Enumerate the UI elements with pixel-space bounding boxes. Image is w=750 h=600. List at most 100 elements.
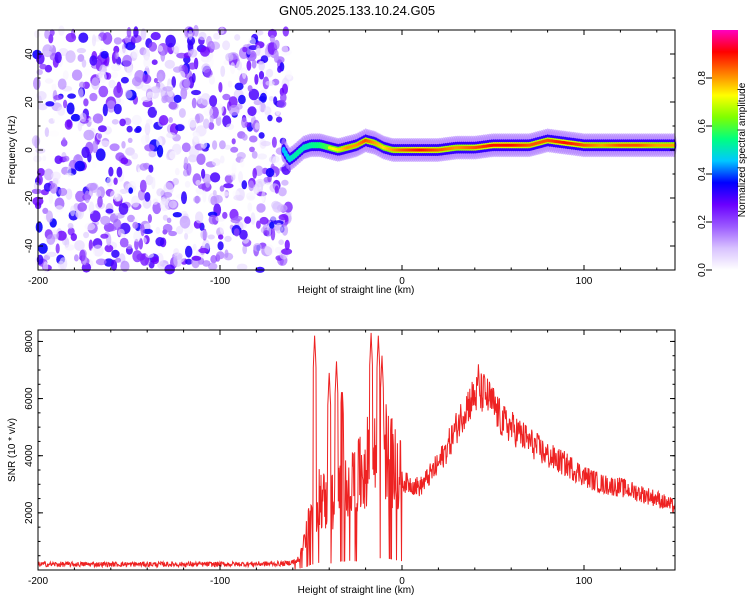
noise-blob	[37, 103, 48, 111]
noise-blob	[119, 237, 129, 248]
noise-blob	[231, 261, 238, 269]
noise-blob	[234, 34, 241, 41]
noise-blob	[95, 189, 102, 197]
noise-blob	[58, 25, 65, 36]
noise-blob	[120, 260, 130, 272]
noise-blob	[35, 148, 46, 154]
noise-blob	[166, 132, 177, 139]
noise-blob	[62, 155, 70, 162]
noise-blob	[282, 26, 289, 37]
y-tick-label: 40	[24, 48, 35, 60]
noise-blob	[193, 24, 199, 37]
noise-blob	[133, 230, 142, 242]
noise-blob	[210, 41, 221, 50]
noise-blob	[139, 163, 148, 171]
noise-blob	[33, 77, 41, 90]
noise-blob	[54, 205, 64, 213]
noise-blob	[119, 118, 126, 127]
noise-blob	[175, 124, 185, 132]
y-tick-label: 4000	[24, 444, 35, 467]
noise-blob	[260, 55, 269, 63]
noise-blob	[44, 29, 50, 39]
noise-blob	[148, 164, 154, 173]
noise-blob	[46, 234, 56, 245]
x-tick-label: 100	[576, 276, 593, 287]
noise-blob	[131, 114, 142, 126]
noise-blob	[203, 118, 210, 129]
noise-blob	[74, 240, 85, 251]
noise-blob	[270, 227, 276, 241]
spectrogram-y-ticks: -40 -20 0 20 40	[24, 29, 675, 271]
noise-blob	[38, 243, 48, 254]
noise-blob	[64, 244, 75, 251]
noise-blob	[215, 115, 222, 127]
noise-blob	[242, 46, 248, 53]
noise-blob	[97, 133, 103, 139]
noise-blob	[48, 130, 60, 137]
noise-blob	[202, 190, 207, 203]
noise-blob	[258, 132, 265, 139]
noise-blob	[178, 108, 186, 118]
y-tick-label: 20	[24, 96, 35, 108]
noise-blob	[230, 146, 239, 153]
noise-blob	[65, 32, 77, 43]
noise-blob	[127, 214, 135, 223]
noise-blob	[99, 140, 110, 147]
noise-blob	[254, 122, 260, 130]
noise-blob	[254, 74, 259, 85]
noise-blob	[77, 202, 87, 212]
noise-blob	[113, 218, 122, 231]
noise-blob	[225, 52, 234, 62]
noise-blob	[89, 55, 98, 66]
noise-blob	[104, 244, 114, 253]
noise-blob	[70, 233, 78, 242]
noise-blob	[253, 243, 262, 252]
noise-blob	[117, 228, 125, 237]
noise-blob	[201, 93, 208, 100]
noise-blob	[256, 203, 266, 213]
noise-blob	[89, 92, 98, 102]
noise-blob	[140, 134, 151, 146]
noise-blob	[119, 188, 128, 194]
noise-blob	[268, 96, 274, 102]
noise-blob	[186, 163, 192, 176]
noise-blob	[258, 195, 265, 203]
noise-blob	[108, 166, 114, 177]
noise-blob	[259, 92, 267, 103]
noise-blob	[219, 185, 225, 192]
snr-panel: -200 -100 0 100 2000 4000 6000 8000 Height of …	[7, 329, 676, 596]
noise-blob	[232, 161, 238, 169]
noise-blob	[74, 254, 79, 262]
noise-blob	[234, 82, 244, 91]
noise-blob	[140, 224, 145, 237]
noise-blob	[81, 59, 87, 68]
noise-blob	[86, 182, 98, 191]
noise-blob	[278, 239, 285, 245]
noise-blob	[173, 248, 180, 256]
noise-blob	[183, 78, 191, 88]
noise-blob	[222, 211, 228, 219]
noise-blob	[277, 65, 282, 73]
noise-blob	[100, 50, 109, 59]
noise-blob	[70, 205, 76, 217]
colorbar: 0.0 0.2 0.4 0.6 0.8 Normalized spectral ampl…	[697, 30, 748, 277]
noise-blob	[222, 93, 231, 101]
noise-blob	[201, 168, 206, 179]
noise-blob	[257, 153, 267, 160]
noise-blob	[230, 62, 236, 75]
noise-blob	[58, 187, 68, 197]
spectrogram-x-label: Height of straight line (km)	[298, 285, 415, 296]
noise-blob	[162, 86, 174, 92]
noise-blob	[103, 42, 111, 50]
noise-blob	[172, 212, 182, 218]
noise-blob	[274, 185, 279, 194]
noise-blob	[191, 89, 201, 96]
noise-blob	[242, 244, 248, 255]
noise-blob	[238, 94, 246, 105]
noise-blob	[113, 45, 120, 54]
noise-blob	[178, 70, 186, 80]
noise-blob	[88, 239, 93, 251]
colorbar-gradient	[712, 30, 738, 270]
noise-blob	[77, 121, 83, 132]
